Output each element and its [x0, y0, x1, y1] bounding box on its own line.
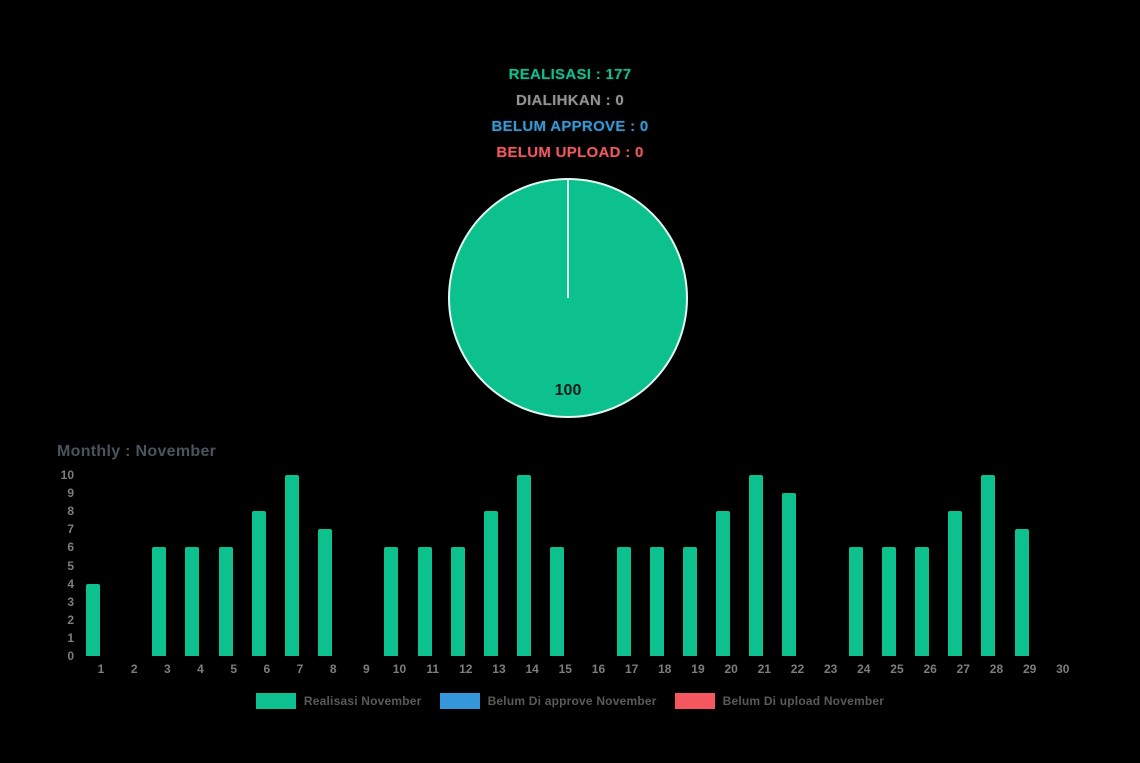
x-axis-tick-4: 4	[197, 662, 204, 676]
pie-data-label: 100	[554, 382, 582, 399]
x-axis-tick-28: 28	[989, 662, 1004, 676]
x-axis-tick-15: 15	[558, 662, 572, 676]
y-axis-tick-0: 0	[67, 649, 74, 663]
x-axis-tick-2: 2	[130, 662, 138, 676]
y-axis-tick-6: 6	[67, 540, 74, 555]
x-axis-tick-11: 11	[426, 662, 439, 676]
x-axis-tick-7: 7	[296, 662, 304, 676]
bar-day-8[interactable]	[318, 529, 333, 656]
y-axis-tick-7: 7	[67, 522, 74, 537]
bar-day-20[interactable]	[716, 511, 731, 656]
x-axis-tick-6: 6	[263, 662, 271, 676]
y-axis-tick-10: 10	[60, 468, 74, 482]
stat-realisasi: REALISASI : 177	[508, 66, 632, 83]
pie-slice-divider-line	[567, 180, 569, 298]
bar-day-29[interactable]	[1014, 529, 1029, 656]
bar-day-4[interactable]	[185, 547, 200, 656]
x-axis-tick-8: 8	[329, 662, 337, 676]
y-axis-tick-5: 5	[67, 558, 74, 573]
bar-day-17[interactable]	[616, 547, 631, 656]
bar-day-7[interactable]	[284, 475, 299, 656]
x-axis-tick-17: 17	[624, 662, 639, 676]
legend-swatch-0	[255, 693, 296, 709]
bar-day-10[interactable]	[384, 547, 399, 656]
bar-chart-title: Monthly : November	[57, 443, 217, 460]
pie-chart-slice-realisasi[interactable]: 100	[448, 178, 688, 418]
chart-legend: Realisasi November Belum Di approve Novem…	[0, 693, 1140, 709]
bar-day-24[interactable]	[848, 547, 863, 656]
x-axis-tick-21: 21	[757, 662, 771, 676]
legend-item-1[interactable]: Belum Di approve November	[439, 693, 657, 709]
x-axis-tick-3: 3	[163, 662, 171, 676]
bar-day-21[interactable]	[749, 475, 764, 656]
y-axis-tick-4: 4	[67, 576, 74, 591]
x-axis-tick-1: 1	[97, 662, 105, 676]
x-axis-tick-18: 18	[658, 662, 672, 676]
x-axis-tick-25: 25	[890, 662, 904, 676]
legend-swatch-2	[674, 693, 715, 709]
bar-day-28[interactable]	[981, 475, 996, 656]
bar-day-1[interactable]	[86, 583, 100, 656]
bar-day-5[interactable]	[218, 547, 233, 656]
x-axis-tick-12: 12	[459, 662, 473, 676]
legend-label-0: Realisasi November	[303, 694, 422, 708]
legend-swatch-1	[439, 693, 480, 709]
y-axis-tick-2: 2	[67, 612, 74, 627]
bar-day-6[interactable]	[251, 511, 266, 656]
bar-day-18[interactable]	[649, 547, 664, 656]
y-axis-tick-3: 3	[67, 594, 74, 609]
x-axis-tick-20: 20	[724, 662, 738, 676]
legend-item-2[interactable]: Belum Di upload November	[674, 693, 885, 709]
bar-day-11[interactable]	[417, 547, 432, 656]
x-axis-tick-23: 23	[823, 662, 838, 676]
bar-day-14[interactable]	[517, 475, 532, 656]
x-axis-tick-13: 13	[492, 662, 506, 676]
x-axis-tick-5: 5	[230, 662, 237, 676]
x-axis-tick-30: 30	[1056, 662, 1070, 676]
bar-day-15[interactable]	[550, 547, 565, 656]
bar-day-26[interactable]	[915, 547, 930, 656]
stat-belum-approve: BELUM APPROVE : 0	[491, 118, 649, 135]
bar-day-22[interactable]	[782, 493, 797, 656]
bar-day-19[interactable]	[682, 547, 697, 656]
bar-day-3[interactable]	[152, 547, 167, 656]
y-axis-tick-1: 1	[67, 630, 74, 645]
x-axis-tick-22: 22	[790, 662, 805, 676]
x-axis-tick-27: 27	[956, 662, 970, 676]
legend-item-0[interactable]: Realisasi November	[255, 693, 422, 709]
x-axis-tick-9: 9	[362, 662, 370, 676]
stat-belum-upload: BELUM UPLOAD : 0	[496, 144, 644, 161]
legend-label-1: Belum Di approve November	[487, 694, 657, 708]
legend-label-2: Belum Di upload November	[722, 694, 885, 708]
x-axis-tick-16: 16	[591, 662, 606, 676]
y-axis-tick-8: 8	[67, 504, 74, 519]
x-axis-tick-26: 26	[923, 662, 937, 676]
x-axis-tick-10: 10	[392, 662, 407, 676]
bar-day-27[interactable]	[948, 511, 963, 656]
x-axis-tick-24: 24	[857, 662, 871, 676]
y-axis-tick-9: 9	[67, 486, 74, 501]
bar-day-13[interactable]	[483, 511, 498, 656]
x-axis-tick-14: 14	[525, 662, 539, 676]
stat-dialihkan: DIALIHKAN : 0	[515, 92, 625, 109]
bar-day-12[interactable]	[450, 547, 465, 656]
summary-stats: REALISASI : 177 DIALIHKAN : 0 BELUM APPR…	[0, 62, 1140, 166]
x-axis-tick-19: 19	[691, 662, 705, 676]
bar-day-25[interactable]	[881, 547, 896, 656]
x-axis-tick-29: 29	[1022, 662, 1037, 676]
